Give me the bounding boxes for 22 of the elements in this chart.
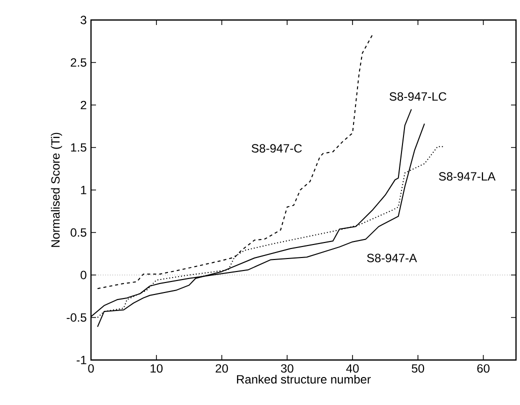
y-tick-label: 0.5 xyxy=(70,228,86,237)
x-tick-label: 40 xyxy=(346,364,359,373)
x-tick-label: 0 xyxy=(88,364,94,373)
x-tick-label: 10 xyxy=(150,364,163,373)
x-tick-label: 30 xyxy=(280,364,294,373)
y-tick-label: 2 xyxy=(80,100,86,110)
series-label: S8-947-LC xyxy=(390,92,446,101)
y-tick-label: 1 xyxy=(81,186,86,194)
y-tick-label: 3 xyxy=(80,16,86,24)
x-tick-label: 60 xyxy=(477,364,490,373)
y-tick-label: 1.5 xyxy=(71,143,86,152)
series-label: S8-947-A xyxy=(367,254,417,262)
y-axis-title: Normalised Score (Ti) xyxy=(50,132,62,247)
y-tick-label: 0 xyxy=(80,270,86,280)
y-tick-label: -1 xyxy=(76,356,86,364)
x-tick-label: 50 xyxy=(412,364,424,373)
series-label: S8-947-LA xyxy=(438,172,496,181)
y-tick-label: -0.5 xyxy=(66,313,86,322)
series-label: S8-947-C xyxy=(252,144,302,153)
x-tick-label: 20 xyxy=(216,364,228,373)
x-axis-title: Ranked structure number xyxy=(237,374,371,384)
y-tick-label: 2.5 xyxy=(70,58,86,67)
